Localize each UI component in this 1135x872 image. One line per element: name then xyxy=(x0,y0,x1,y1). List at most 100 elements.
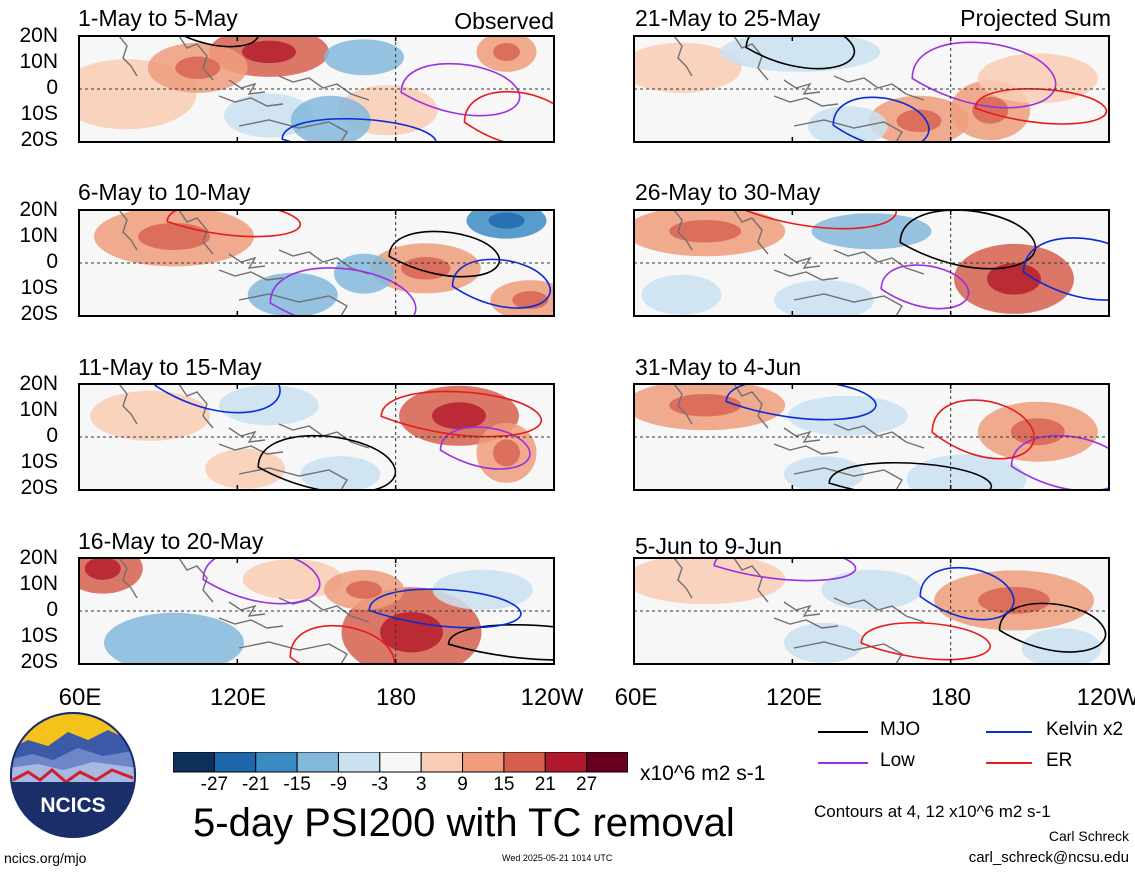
shaded-anomaly xyxy=(380,611,443,653)
coastline xyxy=(238,293,348,316)
shaded-anomaly xyxy=(1021,628,1102,664)
coastline xyxy=(178,384,214,429)
lon-label: 120E xyxy=(209,684,267,711)
colorbar-bin xyxy=(213,752,257,773)
timestamp: Wed 2025-05-21 1014 UTC xyxy=(502,853,613,863)
shaded-anomaly xyxy=(488,212,525,229)
shaded-anomaly xyxy=(787,395,908,436)
coastline xyxy=(793,119,903,142)
shaded-anomaly xyxy=(641,274,722,315)
contour-line xyxy=(388,230,501,278)
lat-label: 10N xyxy=(19,50,58,73)
coastline xyxy=(793,293,903,316)
shaded-anomaly xyxy=(821,569,922,610)
contour-line xyxy=(202,558,321,605)
panel-title: 31-May to 4-Jun xyxy=(635,354,802,380)
panel-frame xyxy=(633,383,1110,491)
shaded-anomaly xyxy=(807,106,888,142)
shaded-anomaly xyxy=(634,558,786,605)
coastline xyxy=(238,467,348,490)
lat-label: 0 xyxy=(46,250,58,273)
shaded-anomaly xyxy=(334,253,394,294)
shaded-anomaly xyxy=(324,39,404,76)
coastline xyxy=(278,597,370,623)
shaded-anomaly xyxy=(401,257,451,280)
panel-title: 16-May to 20-May xyxy=(78,528,264,554)
shaded-anomaly xyxy=(290,95,371,142)
contour-line xyxy=(463,91,554,142)
legend-label-low: Low xyxy=(880,750,915,771)
shaded-anomaly xyxy=(493,42,520,61)
lon-label: 120W xyxy=(520,684,584,711)
contours-note: Contours at 4, 12 x10^6 m2 s-1 xyxy=(814,802,1051,821)
lat-label: 10S xyxy=(20,276,58,299)
colorbar-bin xyxy=(296,752,339,773)
coastline xyxy=(673,36,693,77)
colorbar-tick-label: 9 xyxy=(457,774,468,795)
panel-title: 1-May to 5-May xyxy=(78,5,238,31)
colorbar-units: x10^6 m2 s-1 xyxy=(640,762,766,785)
colorbar-bin xyxy=(173,752,215,773)
contour-line xyxy=(919,567,1015,621)
contour-line xyxy=(880,264,970,310)
coastline xyxy=(118,384,138,425)
legend-line-low xyxy=(818,762,868,764)
lat-label: 10N xyxy=(19,398,58,421)
shaded-anomaly xyxy=(247,272,338,316)
map-panel xyxy=(78,383,555,491)
shaded-anomaly xyxy=(669,219,742,243)
lat-label: 0 xyxy=(46,598,58,621)
lat-label: 20N xyxy=(19,546,58,569)
contour-line xyxy=(289,625,395,664)
contour-line xyxy=(713,558,857,582)
coastline xyxy=(733,36,769,81)
contour-line xyxy=(974,88,1108,125)
shaded-anomaly xyxy=(242,40,296,64)
website-link[interactable]: ncics.org/mjo xyxy=(4,850,87,866)
coastline xyxy=(733,384,769,429)
shaded-anomaly xyxy=(493,439,520,467)
shaded-anomaly xyxy=(300,456,381,490)
contour-line xyxy=(832,96,930,142)
colorbar xyxy=(173,752,628,773)
coastline xyxy=(833,75,925,101)
ncics-logo: NCICS xyxy=(10,712,136,838)
shaded-anomaly xyxy=(104,612,244,664)
logo-text: NCICS xyxy=(40,794,105,817)
legend-label-er: ER xyxy=(1046,750,1073,771)
coastline xyxy=(228,253,266,269)
map-panel xyxy=(633,209,1110,317)
contour-line xyxy=(281,117,437,142)
legend-line-er xyxy=(986,762,1032,764)
author-email: carl_schreck@ncsu.edu xyxy=(968,849,1129,866)
contour-line xyxy=(154,384,281,414)
shaded-anomaly xyxy=(1010,418,1065,446)
coastline xyxy=(793,641,903,664)
panel-frame xyxy=(78,557,555,665)
lat-label: 20N xyxy=(19,24,58,47)
coastline xyxy=(118,558,138,599)
colorbar-bin xyxy=(420,752,464,773)
legend-label-kelvin: Kelvin x2 xyxy=(1046,719,1124,740)
colorbar-tick-label: 27 xyxy=(576,774,598,795)
contour-line xyxy=(899,210,1037,270)
shaded-anomaly xyxy=(977,53,1098,104)
lon-label: 120W xyxy=(1076,684,1135,711)
panel-title: 11-May to 15-May xyxy=(78,354,262,380)
coastline xyxy=(733,558,769,603)
legend-line-mjo xyxy=(818,731,868,733)
coastline xyxy=(793,467,903,490)
colorbar-bin xyxy=(337,752,381,773)
lat-label: 20S xyxy=(20,476,58,499)
contour-line xyxy=(368,588,522,629)
shaded-anomaly xyxy=(205,448,286,489)
lat-label: 20S xyxy=(20,650,58,673)
contour-line xyxy=(828,461,993,490)
coastline xyxy=(783,79,821,95)
coastline xyxy=(238,119,348,142)
map-panel xyxy=(78,557,555,665)
coastline xyxy=(178,36,214,81)
author: Carl Schreck xyxy=(1048,828,1129,844)
coastline xyxy=(833,597,925,623)
shaded-anomaly xyxy=(432,402,486,430)
